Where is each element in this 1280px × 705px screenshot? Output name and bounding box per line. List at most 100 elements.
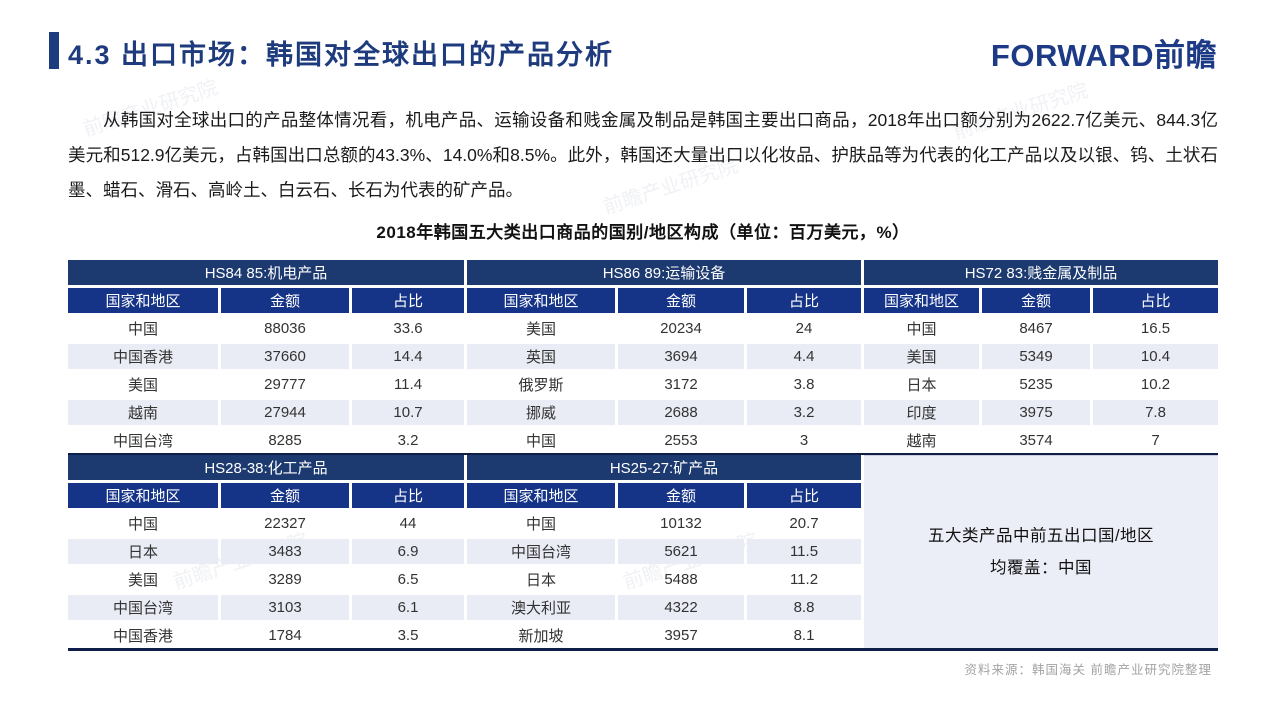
table-cell: 24 [795, 320, 813, 337]
column-header: 占比 [1093, 288, 1218, 313]
table-cell: 中国 [525, 516, 556, 533]
column-header: 国家和地区 [68, 483, 218, 508]
table-cell: 5349 [982, 344, 1090, 369]
group-header: HS28-38:化工产品 [68, 455, 464, 480]
group-header: HS25-27:矿产品 [467, 455, 861, 480]
table-cell: 29777 [264, 376, 306, 393]
table-cell: 11.2 [789, 571, 819, 588]
table-section-bottom: HS28-38:化工产品 国家和地区 金额 占比 中国 22327 44 日本 3483… [68, 455, 1218, 648]
group-header: HS84 85:机电产品 [68, 260, 464, 285]
table-cell: 中国香港 [68, 344, 218, 369]
table-cell: 10132 [660, 515, 702, 532]
table-cell: 10.4 [1093, 344, 1218, 369]
table-cell: 中国 [127, 516, 158, 533]
table-cell: 中国台湾 [467, 539, 615, 564]
table-cell: 88036 [264, 320, 306, 337]
column-header: 国家和地区 [467, 288, 615, 313]
column-header: 金额 [618, 288, 744, 313]
table-group-hs84-85: HS84 85:机电产品 国家和地区 金额 占比 中国 88036 33.6 中国香港… [68, 260, 464, 453]
table-cell: 44 [399, 515, 417, 532]
table-group-hs72-83: HS72 83:贱金属及制品 国家和地区 金额 占比 中国 8467 16.5 美国 5… [864, 260, 1218, 453]
table-cell: 4.4 [747, 344, 861, 369]
table-cell: 英国 [467, 344, 615, 369]
table-cell: 5488 [664, 571, 698, 588]
column-header: 金额 [221, 288, 349, 313]
table-cell: 20.7 [789, 515, 819, 532]
table-cell: 美国 [525, 321, 556, 338]
column-header: 占比 [352, 483, 464, 508]
note-line: 均覆盖：中国 [990, 559, 1092, 577]
table-cell: 8285 [268, 432, 302, 449]
table-group-hs86-89: HS86 89:运输设备 国家和地区 金额 占比 美国 20234 24 英国 3694… [467, 260, 861, 453]
title-accent-bar [49, 32, 59, 69]
table-cell: 3574 [1019, 432, 1053, 449]
table-cell: 8.1 [793, 627, 815, 644]
note-line: 五大类产品中前五出口国/地区 [927, 527, 1155, 545]
summary-note-box: 五大类产品中前五出口国/地区 均覆盖：中国 [864, 455, 1218, 648]
table-cell: 3957 [664, 627, 698, 644]
table-cell: 美国 [127, 377, 158, 394]
column-header: 国家和地区 [68, 288, 218, 313]
table-cell: 3483 [221, 539, 349, 564]
table-group-hs25-27: HS25-27:矿产品 国家和地区 金额 占比 中国 10132 20.7 中国台湾 5… [467, 455, 861, 648]
table-cell: 日本 [906, 377, 937, 394]
table-cell: 10.7 [352, 400, 464, 425]
page-title: 4.3 出口市场：韩国对全球出口的产品分析 [68, 40, 615, 70]
table-cell: 中国 [525, 433, 556, 450]
table-cell: 3.8 [793, 376, 815, 393]
table-cell: 16.5 [1140, 320, 1171, 337]
table-cell: 中国 [127, 321, 158, 338]
table-cell: 日本 [68, 539, 218, 564]
column-header: 占比 [747, 288, 861, 313]
table-cell: 5621 [618, 539, 744, 564]
table-cell: 27944 [221, 400, 349, 425]
table-cell: 美国 [127, 572, 158, 589]
table-cell: 6.5 [397, 571, 419, 588]
data-source: 资料来源：韩国海关 前瞻产业研究院整理 [964, 663, 1212, 677]
column-header: 国家和地区 [864, 288, 979, 313]
column-header: 占比 [747, 483, 861, 508]
table-cell: 中国台湾 [112, 433, 173, 450]
table-cell: 37660 [221, 344, 349, 369]
table-cell: 日本 [525, 572, 556, 589]
table-cell: 1784 [268, 627, 302, 644]
table-cell: 俄罗斯 [518, 377, 564, 394]
table-cell: 3.2 [747, 400, 861, 425]
table-cell: 8467 [1019, 320, 1053, 337]
table-cell: 3.2 [397, 432, 419, 449]
column-header: 金额 [618, 483, 744, 508]
table-group-hs28-38: HS28-38:化工产品 国家和地区 金额 占比 中国 22327 44 日本 3483… [68, 455, 464, 648]
table-cell: 3975 [982, 400, 1090, 425]
table-cell: 3 [799, 432, 809, 449]
table-cell: 33.6 [393, 320, 423, 337]
column-header: 国家和地区 [467, 483, 615, 508]
section-divider-line [68, 453, 1218, 455]
table-cell: 新加坡 [518, 628, 564, 645]
table-cell: 中国香港 [112, 628, 173, 645]
table-cell: 22327 [264, 515, 306, 532]
table-cell: 20234 [660, 320, 702, 337]
table-cell: 澳大利亚 [467, 595, 615, 620]
table-cell: 6.1 [352, 595, 464, 620]
table-cell: 3103 [221, 595, 349, 620]
table-cell: 美国 [864, 344, 979, 369]
group-header: HS86 89:运输设备 [467, 260, 861, 285]
table-cell: 2553 [664, 432, 698, 449]
table-cell: 10.2 [1140, 376, 1171, 393]
column-header: 金额 [982, 288, 1090, 313]
table-cell: 4322 [618, 595, 744, 620]
table-cell: 2688 [618, 400, 744, 425]
table-cell: 11.4 [393, 376, 423, 393]
table-cell: 中国台湾 [68, 595, 218, 620]
table-cell: 3.5 [397, 627, 419, 644]
table-cell: 越南 [68, 400, 218, 425]
table-bottom-border [68, 648, 1218, 651]
table-cell: 8.8 [747, 595, 861, 620]
table-cell: 7.8 [1093, 400, 1218, 425]
table-cell: 7 [1151, 432, 1160, 449]
column-header: 金额 [221, 483, 349, 508]
table-cell: 3172 [664, 376, 698, 393]
column-header: 占比 [352, 288, 464, 313]
table-title: 2018年韩国五大类出口商品的国别/地区构成（单位：百万美元，%） [376, 223, 910, 242]
table-cell: 印度 [864, 400, 979, 425]
